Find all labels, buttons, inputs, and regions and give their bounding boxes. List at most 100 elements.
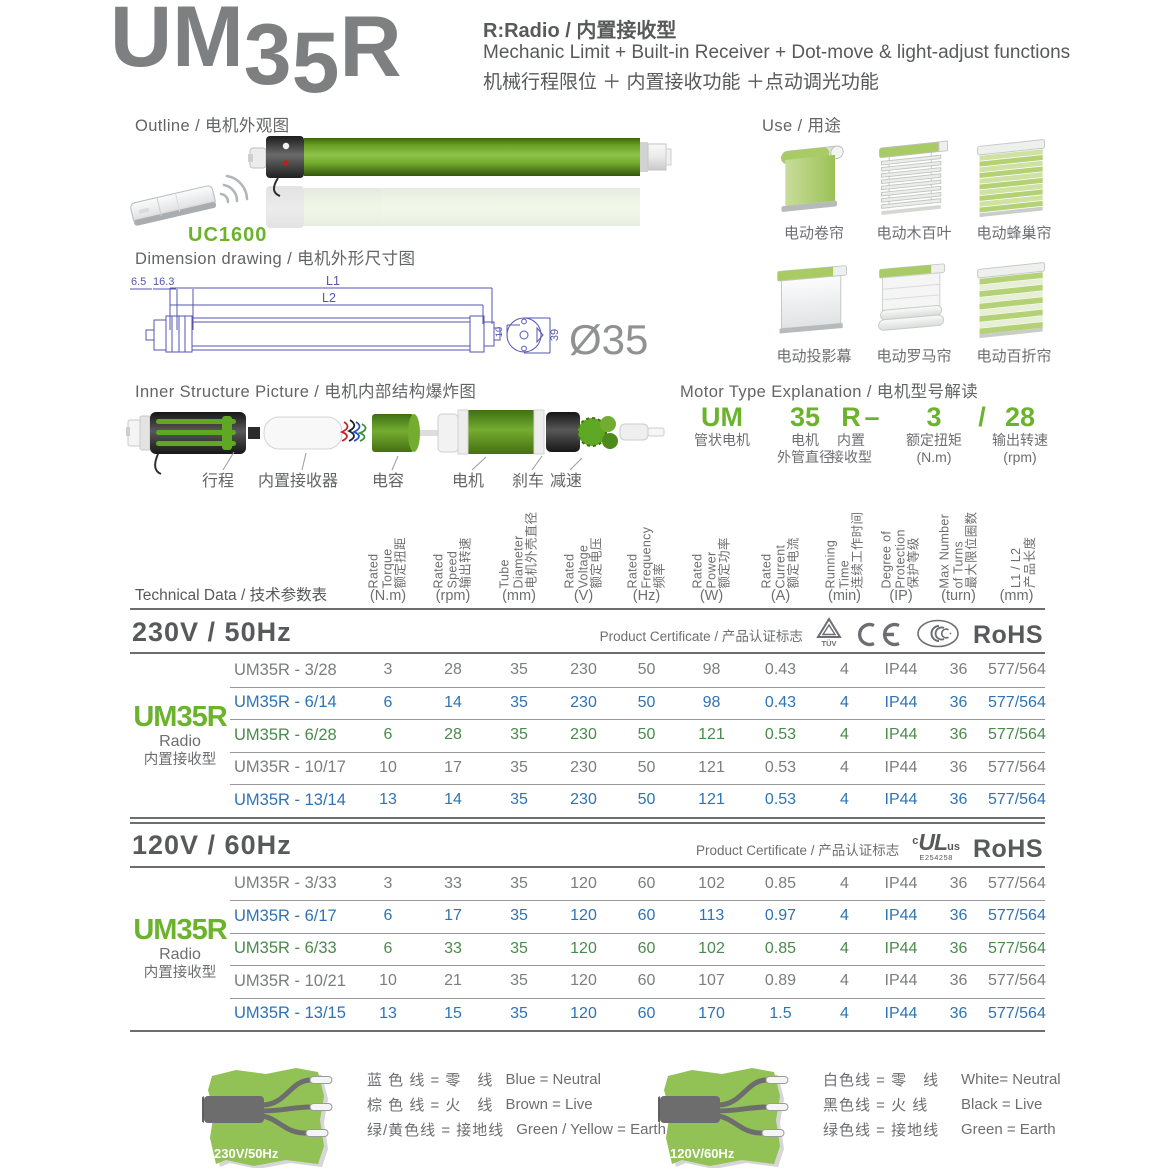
column-name-zh: 额定扭距 bbox=[393, 536, 408, 588]
model-cell: UM35R - 10/17 bbox=[234, 758, 346, 777]
wire-legend-row: 绿/黄色线 = 接地线 Green / Yellow = Earth bbox=[367, 1121, 666, 1139]
dim-10: 10 bbox=[494, 327, 505, 338]
table-row: UM35R - 10/17 10 17 35 230 50 121 0.53 4… bbox=[130, 751, 1046, 785]
certificate-label: Product Certificate / 产品认证标志 bbox=[599, 629, 803, 644]
column-name-en: Degree of Protection bbox=[879, 528, 908, 588]
column-unit: (Hz) bbox=[632, 588, 661, 604]
pleated-blind-icon bbox=[977, 262, 1046, 339]
table-row: UM35R - 3/28 3 28 35 230 50 98 0.43 4 IP… bbox=[130, 654, 1046, 687]
column-name-en: Running Time bbox=[823, 539, 851, 588]
column-name-en: Rated Torque bbox=[366, 547, 395, 588]
column-name-zh: 输出转速 bbox=[458, 536, 473, 588]
column-header: Tube Diameter 电机外壳直径 (mm) bbox=[486, 488, 552, 608]
column-name-zh: 额定电压 bbox=[589, 536, 603, 588]
use-item: 电动百折帘 bbox=[968, 255, 1060, 366]
column-name-zh: 电机外壳直径 bbox=[524, 511, 539, 588]
diameter-35-label: Ø35 bbox=[569, 316, 648, 363]
certificates: Product Certificate / 产品认证标志 cULus E2542… bbox=[696, 831, 1043, 863]
logo-letter: M bbox=[172, 0, 244, 85]
type-segment: / bbox=[972, 402, 992, 432]
part-label-reduction: 减速 bbox=[550, 472, 582, 490]
projection-screen-icon bbox=[777, 265, 847, 334]
column-unit: (mm) bbox=[502, 588, 536, 604]
type-segment: UM 管状电机 bbox=[686, 402, 758, 449]
cul-us-icon: cULus E254258 bbox=[912, 829, 960, 862]
use-item: 电动罗马帘 bbox=[868, 255, 960, 366]
table-row: UM35R - 6/14 6 14 35 230 50 98 0.43 4 IP… bbox=[130, 686, 1046, 720]
column-name-en: L1 / L2 bbox=[1008, 547, 1023, 588]
use-caption: 电动卷帘 bbox=[783, 225, 844, 242]
section-voltage-title: 230V / 50Hz bbox=[132, 616, 292, 647]
dim-l1: L1 bbox=[326, 274, 340, 288]
model-cell: UM35R - 10/21 bbox=[234, 971, 346, 990]
column-name-en: Rated Voltage bbox=[562, 544, 590, 588]
column-header: Degree of Protection 保护等级 (IP) bbox=[873, 488, 929, 608]
column-name-zh: 额定功率 bbox=[717, 536, 731, 588]
inner-structure-title: Inner Structure Picture / 电机内部结构爆炸图 bbox=[135, 383, 477, 401]
use-item: 电动蜂巢帘 bbox=[968, 132, 1060, 243]
type-code: R bbox=[841, 402, 861, 432]
column-name-en: Rated Speed bbox=[431, 550, 460, 588]
column-name-zh: 额定电流 bbox=[786, 536, 800, 588]
wire-legend: 白色线 = 零 线 White= Neutral 黑色线 = 火 线 Black… bbox=[823, 1058, 1061, 1168]
wifi-waves-icon bbox=[219, 174, 249, 204]
table-230v-rows: UM35R Radio 内置接收型 UM35R - 3/28 3 28 35 2… bbox=[130, 654, 1046, 819]
type-code: / bbox=[978, 402, 986, 432]
logo-letter: U bbox=[110, 0, 173, 85]
wire-legend-row: 黑色线 = 火 线 Black = Live bbox=[823, 1096, 1061, 1114]
technical-data-label: Technical Data / 技术参数表 bbox=[135, 587, 328, 604]
table-row: UM35R - 6/33 6 33 35 120 60 102 0.85 4 I… bbox=[130, 932, 1046, 966]
wire-legend: 蓝 色 线 = 零 线 Blue = Neutral 棕 色 线 = 火 线 B… bbox=[367, 1058, 666, 1168]
wire-label-zh: 白色线 = 零 线 bbox=[823, 1072, 940, 1089]
column-unit: (mm) bbox=[999, 588, 1034, 604]
use-item: 电动卷帘 bbox=[768, 132, 860, 243]
cable-illustration: 230V/50Hz bbox=[202, 1068, 333, 1168]
section-120v-header: 120V / 60Hz Product Certificate / 产品认证标志… bbox=[130, 821, 1045, 868]
dimension-title: Dimension drawing / 电机外形尺寸图 bbox=[135, 250, 416, 268]
dim-6-5: 6.5 bbox=[131, 276, 146, 288]
column-name-en: Max Number of Turns bbox=[937, 513, 965, 588]
wire-label-en: Brown = Live bbox=[505, 1096, 593, 1113]
wire-label-zh: 绿色线 = 接地线 bbox=[823, 1122, 940, 1139]
dim-l2: L2 bbox=[322, 291, 336, 305]
wire-legend-row: 棕 色 线 = 火 线 Brown = Live bbox=[367, 1096, 666, 1114]
column-header: Rated Current 额定电流 (A) bbox=[745, 488, 816, 608]
model-group-label: UM35R Radio 内置接收型 bbox=[133, 700, 227, 768]
use-caption: 电动百折帘 bbox=[976, 348, 1052, 365]
table-row: UM35R - 6/17 6 17 35 120 60 113 0.97 4 I… bbox=[130, 900, 1046, 933]
part-label-receiver: 内置接收器 bbox=[258, 472, 338, 490]
voltage-label: 230V/50Hz bbox=[214, 1146, 279, 1161]
type-segment: R 内置 接收型 bbox=[826, 402, 876, 466]
model-cell: UM35R - 13/15 bbox=[234, 1004, 346, 1023]
type-code: 28 bbox=[1004, 402, 1036, 432]
table-row: UM35R - 6/28 6 28 35 230 50 121 0.53 4 I… bbox=[130, 719, 1046, 752]
column-header: Rated Power 额定功率 (W) bbox=[678, 488, 745, 608]
use-item: 电动投影幕 bbox=[768, 255, 860, 366]
wiring-diagram-120v: 120V/60Hz 白色线 = 零 线 White= Neutral 黑色线 =… bbox=[658, 1058, 1061, 1168]
table-row: UM35R - 3/33 3 33 35 120 60 102 0.85 4 I… bbox=[130, 868, 1046, 901]
type-code: 35 bbox=[789, 402, 821, 432]
wire-label-en: White= Neutral bbox=[961, 1071, 1061, 1088]
honeycomb-shade-icon bbox=[977, 139, 1046, 218]
table-row: UM35R - 13/14 13 14 35 230 50 121 0.53 4… bbox=[130, 784, 1046, 817]
type-segment: 3 额定扭矩 (N.m) bbox=[902, 402, 966, 466]
logo-letter: 5 bbox=[291, 15, 340, 111]
dim-39: 39 bbox=[549, 329, 561, 341]
motor-type-line: R:Radio / 内置接收型 bbox=[483, 20, 677, 42]
outline-title: Outline / 电机外观图 bbox=[135, 117, 290, 135]
subtitle-en: Mechanic Limit + Built-in Receiver + Dot… bbox=[483, 42, 1071, 63]
remote-control bbox=[130, 174, 249, 226]
column-name-zh: 连续工作时间 bbox=[850, 511, 864, 588]
column-header: Rated Frequency 频率 (Hz) bbox=[615, 488, 678, 608]
certificates: Product Certificate / 产品认证标志 TÜV bbox=[600, 616, 1043, 649]
column-unit: (W) bbox=[699, 588, 724, 604]
part-label-travel: 行程 bbox=[202, 472, 234, 490]
motor-type-title: Motor Type Explanation / 电机型号解读 bbox=[680, 383, 979, 401]
tuv-icon: TÜV bbox=[816, 617, 842, 648]
table-row: UM35R - 13/15 13 15 35 120 60 170 1.5 4 … bbox=[130, 997, 1046, 1031]
column-unit: (N.m) bbox=[369, 588, 407, 604]
column-unit: (V) bbox=[573, 588, 594, 604]
use-caption: 电动罗马帘 bbox=[876, 348, 952, 365]
part-label-motor: 电机 bbox=[452, 472, 484, 490]
